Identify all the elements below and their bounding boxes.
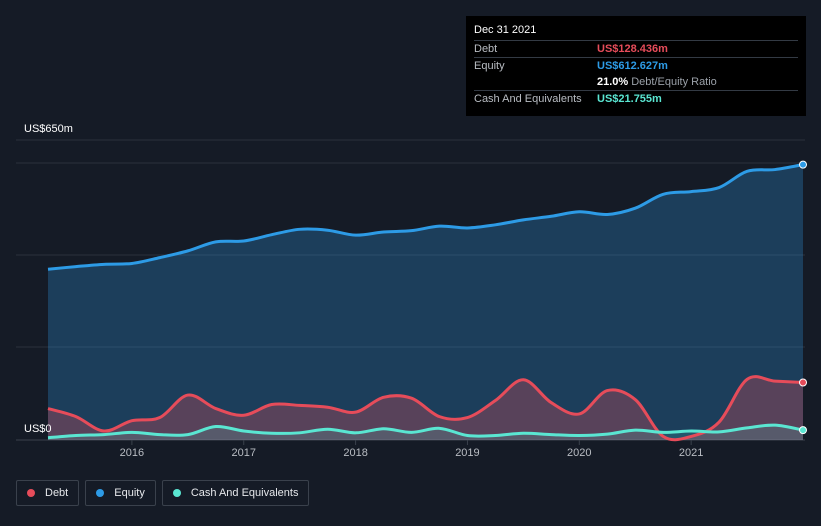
series-lines <box>47 163 804 442</box>
legend-equity-label: Equity <box>114 487 145 499</box>
tooltip-ratio-value: 21.0% <box>597 76 629 88</box>
x-tick-label: 2018 <box>343 447 367 459</box>
chart-legend: Debt Equity Cash And Equivalents <box>16 480 310 506</box>
tooltip-cash-row: Cash And Equivalents US$21.755m <box>474 90 798 107</box>
x-tick-label: 2020 <box>567 447 591 459</box>
tooltip-debt-row: Debt US$128.436m <box>474 40 798 57</box>
series-areas <box>48 164 803 441</box>
cash-area <box>48 425 803 440</box>
tooltip-ratio-label: Debt/Equity Ratio <box>631 76 717 88</box>
x-tick-label: 2019 <box>455 447 479 459</box>
legend-debt-label: Debt <box>45 487 69 499</box>
debt-line <box>47 375 804 442</box>
legend-item-debt[interactable]: Debt <box>16 480 80 506</box>
tooltip-debt-value: US$128.436m <box>597 43 668 55</box>
cash-end-marker <box>799 426 807 435</box>
series-end-markers <box>799 160 807 435</box>
tooltip-equity-label: Equity <box>474 60 505 72</box>
x-axis-ticks: 2016 2017 2018 2019 2020 2021 <box>120 440 703 459</box>
tooltip-equity-value: US$612.627m <box>597 60 668 72</box>
tooltip-cash-value: US$21.755m <box>597 93 662 105</box>
equity-line <box>47 163 804 271</box>
grid-lines <box>16 139 805 441</box>
legend-equity-dot-icon <box>96 489 105 497</box>
y-axis-bottom-label: US$0 <box>24 423 52 435</box>
x-tick-label: 2017 <box>231 447 255 459</box>
legend-item-equity[interactable]: Equity <box>85 480 156 506</box>
tooltip-panel: Dec 31 2021 Debt US$128.436m Equity US$6… <box>466 16 806 116</box>
tooltip-ratio-row: 21.0% Debt/Equity Ratio <box>474 74 798 90</box>
tooltip-equity-row: Equity US$612.627m <box>474 57 798 74</box>
tooltip-cash-label: Cash And Equivalents <box>474 93 582 105</box>
legend-cash-dot-icon <box>172 489 181 497</box>
legend-cash-label: Cash And Equivalents <box>190 487 299 499</box>
debt-end-marker <box>799 378 807 387</box>
x-tick-label: 2021 <box>679 447 703 459</box>
legend-debt-dot-icon <box>27 489 35 497</box>
tooltip-date: Dec 31 2021 <box>474 24 537 36</box>
x-tick-label: 2016 <box>120 447 144 459</box>
y-axis-top-label: US$650m <box>24 123 73 135</box>
legend-item-cash[interactable]: Cash And Equivalents <box>161 480 310 506</box>
cash-line <box>47 423 804 440</box>
equity-end-marker <box>799 160 807 169</box>
tooltip-debt-label: Debt <box>474 43 498 55</box>
equity-area <box>48 164 803 441</box>
